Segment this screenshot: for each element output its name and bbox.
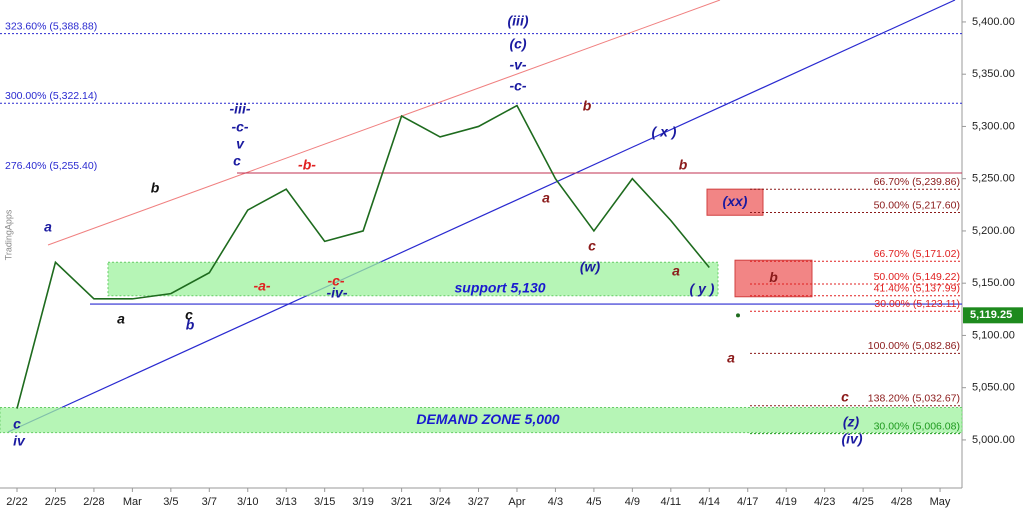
fib-label: 66.70% (5,171.02): [874, 248, 960, 260]
x-tick-label: 2/25: [45, 496, 66, 508]
fib-label: 30.00% (5,006.08): [874, 420, 960, 432]
x-tick-label: 4/5: [586, 496, 601, 508]
wave-label: ( y ): [690, 281, 715, 297]
x-tick-label: 3/27: [468, 496, 489, 508]
fib-label: 276.40% (5,255.40): [5, 160, 97, 172]
box-label: (xx): [723, 193, 748, 209]
last-price-tag: [963, 307, 1023, 324]
x-tick-label: 3/7: [202, 496, 217, 508]
x-tick-label: 3/5: [163, 496, 178, 508]
x-tick-label: 3/21: [391, 496, 412, 508]
channel-lower: [7, 0, 956, 433]
wave-label: b: [186, 317, 195, 333]
wave-label: -b-: [298, 157, 316, 173]
last-price-label: 5,119.25: [970, 309, 1012, 321]
y-tick-label: 5,100.00: [972, 329, 1015, 341]
wave-label: (iv): [842, 431, 863, 447]
watermark: TradingApps: [3, 209, 13, 260]
x-tick-label: 3/24: [429, 496, 450, 508]
wave-label: -c-: [327, 273, 344, 289]
wave-label: (w): [580, 259, 601, 275]
fib-label: 66.70% (5,239.86): [874, 176, 960, 188]
y-tick-label: 5,050.00: [972, 382, 1015, 394]
wave-label: ( x ): [652, 124, 677, 140]
zone: [0, 407, 963, 434]
zone: [107, 261, 719, 297]
fib-label: 138.20% (5,032.67): [868, 393, 960, 405]
x-tick-label: 4/9: [625, 496, 640, 508]
x-tick-label: 3/10: [237, 496, 258, 508]
wave-label: c: [185, 307, 193, 323]
y-tick-label: 5,150.00: [972, 277, 1015, 289]
wave-label: (z): [843, 414, 860, 430]
x-tick-label: Apr: [508, 496, 525, 508]
x-tick-label: 4/17: [737, 496, 758, 508]
x-tick-label: 4/3: [548, 496, 563, 508]
x-tick-label: 2/22: [6, 496, 27, 508]
wave-label: (iii): [508, 13, 529, 29]
wave-label: c: [233, 153, 241, 169]
box-label: b: [769, 269, 778, 285]
price-line: [16, 104, 710, 409]
fib-label: 41.40% (5,137.99): [874, 283, 960, 295]
wave-label: -a-: [253, 278, 270, 294]
y-tick-label: 5,200.00: [972, 225, 1015, 237]
y-tick-label: 5,350.00: [972, 68, 1015, 80]
last-price-marker: [736, 313, 740, 318]
wave-label: (c): [509, 36, 526, 52]
channel-upper: [47, 0, 721, 246]
x-tick-label: 4/14: [699, 496, 720, 508]
fib-label: 30.00% (5,123.11): [874, 298, 960, 310]
zone-label: support 5,130: [454, 280, 545, 296]
wave-label: b: [151, 180, 160, 196]
wave-label: a: [727, 350, 735, 366]
x-tick-label: Mar: [123, 496, 142, 508]
wave-label: a: [117, 311, 125, 327]
x-tick-label: 4/19: [775, 496, 796, 508]
wave-label: v: [236, 136, 245, 152]
wave-label: b: [583, 98, 592, 114]
wave-label: b: [679, 157, 688, 173]
x-tick-label: 3/19: [352, 496, 373, 508]
wave-label: a: [44, 219, 52, 235]
fib-label: 323.60% (5,388.88): [5, 20, 97, 32]
target-box: [734, 259, 813, 298]
zone-label: DEMAND ZONE 5,000: [416, 411, 559, 427]
fib-label: 100.00% (5,082.86): [868, 340, 960, 352]
y-tick-label: 5,400.00: [972, 16, 1015, 28]
wave-label: -c-: [509, 78, 526, 94]
x-tick-label: May: [930, 496, 951, 508]
wave-label: a: [672, 263, 680, 279]
fib-label: 50.00% (5,217.60): [874, 199, 960, 211]
x-tick-label: 4/28: [891, 496, 912, 508]
x-tick-label: 2/28: [83, 496, 104, 508]
x-tick-label: 3/15: [314, 496, 335, 508]
wave-label: iv: [13, 433, 26, 449]
wave-label: -v-: [509, 57, 526, 73]
wave-label: c: [588, 238, 596, 254]
y-tick-label: 5,250.00: [972, 173, 1015, 185]
x-tick-label: 4/23: [814, 496, 835, 508]
fib-label: 50.00% (5,149.22): [874, 271, 960, 283]
x-tick-label: 3/13: [276, 496, 297, 508]
wave-label: c: [13, 416, 21, 432]
wave-label: -iii-: [230, 101, 251, 117]
y-tick-label: 5,300.00: [972, 120, 1015, 132]
x-tick-label: 4/11: [661, 496, 682, 508]
wave-label: a: [542, 190, 550, 206]
fib-label: 300.00% (5,322.14): [5, 90, 97, 102]
x-tick-label: 4/25: [852, 496, 873, 508]
wave-label: c: [841, 389, 849, 405]
y-tick-label: 5,000.00: [972, 434, 1015, 446]
wave-label: -iv-: [327, 285, 348, 301]
target-box: [706, 188, 764, 216]
wave-label: -c-: [231, 119, 248, 135]
